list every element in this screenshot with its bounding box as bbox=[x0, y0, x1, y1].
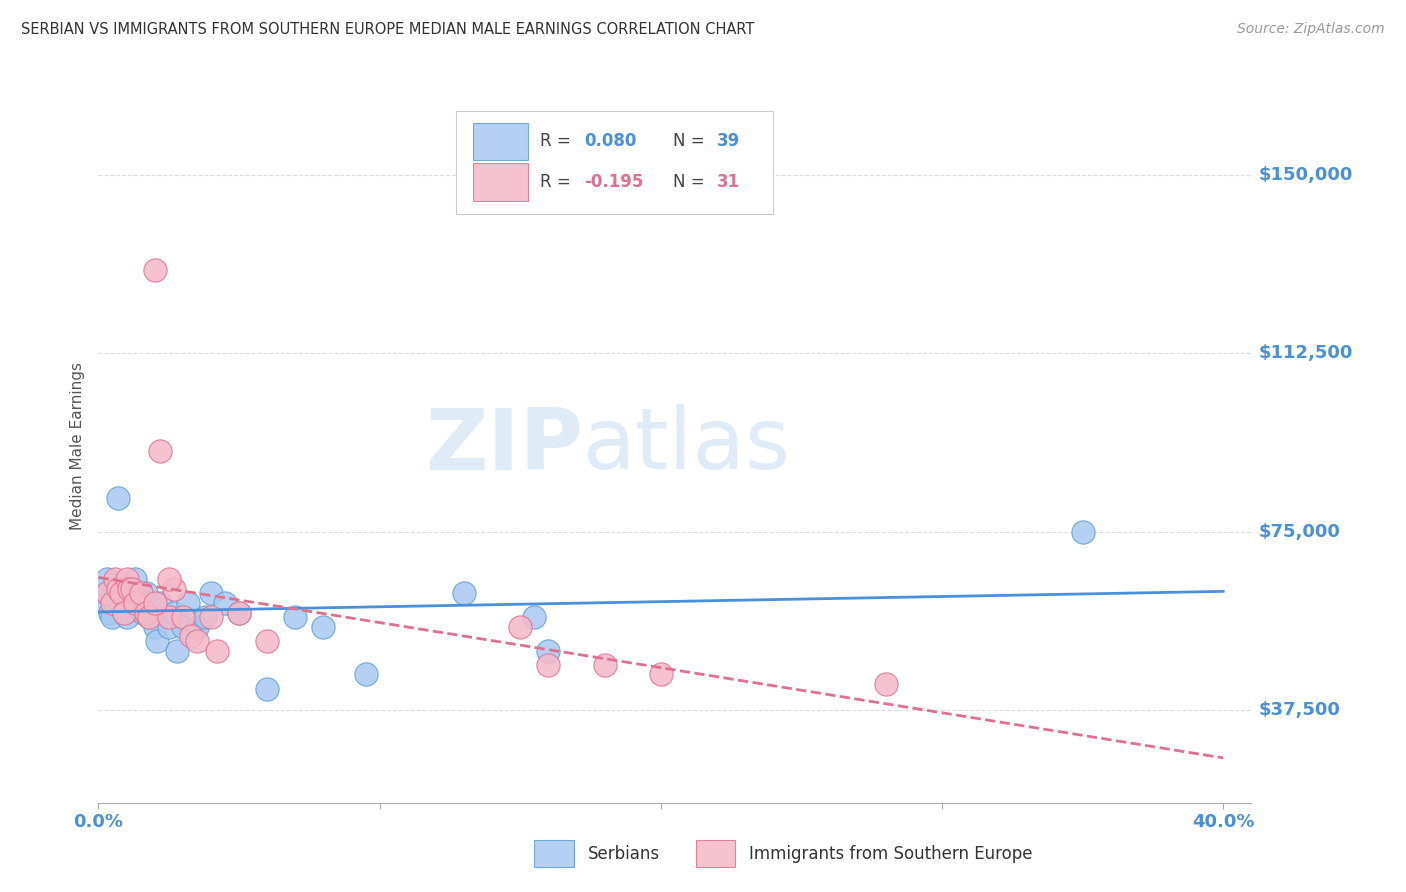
Point bbox=[354, 667, 377, 681]
Point bbox=[104, 572, 127, 586]
Point bbox=[101, 610, 124, 624]
Point bbox=[453, 586, 475, 600]
Point bbox=[124, 596, 146, 610]
Point bbox=[96, 586, 118, 600]
Point bbox=[143, 596, 166, 610]
Text: Serbians: Serbians bbox=[588, 845, 659, 863]
Point bbox=[135, 606, 157, 620]
Text: atlas: atlas bbox=[582, 404, 790, 488]
Point bbox=[149, 443, 172, 458]
Point bbox=[284, 610, 307, 624]
Point bbox=[157, 620, 180, 634]
Point bbox=[118, 586, 141, 600]
Point bbox=[205, 643, 228, 657]
Text: $75,000: $75,000 bbox=[1258, 523, 1340, 541]
Point bbox=[509, 620, 531, 634]
Point bbox=[523, 610, 546, 624]
Point bbox=[537, 657, 560, 672]
Point bbox=[138, 610, 160, 624]
Text: 0.080: 0.080 bbox=[583, 132, 636, 150]
Text: $37,500: $37,500 bbox=[1258, 701, 1340, 719]
Point bbox=[110, 596, 132, 610]
Point bbox=[163, 582, 186, 596]
Point bbox=[875, 677, 897, 691]
Point bbox=[200, 610, 222, 624]
Point bbox=[228, 606, 250, 620]
Text: Immigrants from Southern Europe: Immigrants from Southern Europe bbox=[749, 845, 1033, 863]
Point bbox=[135, 586, 157, 600]
Point bbox=[157, 610, 180, 624]
Point bbox=[124, 572, 146, 586]
Point bbox=[129, 596, 152, 610]
Text: Source: ZipAtlas.com: Source: ZipAtlas.com bbox=[1237, 22, 1385, 37]
Point bbox=[186, 620, 208, 634]
Text: $112,500: $112,500 bbox=[1258, 344, 1353, 362]
Point bbox=[537, 643, 560, 657]
Point bbox=[177, 596, 200, 610]
Text: 31: 31 bbox=[717, 173, 740, 191]
Point bbox=[186, 634, 208, 648]
Point bbox=[143, 620, 166, 634]
FancyBboxPatch shape bbox=[472, 123, 529, 160]
Point bbox=[650, 667, 672, 681]
Point bbox=[121, 596, 143, 610]
Text: R =: R = bbox=[540, 173, 576, 191]
Point bbox=[157, 572, 180, 586]
Text: N =: N = bbox=[672, 173, 710, 191]
Point bbox=[149, 596, 172, 610]
Text: 39: 39 bbox=[717, 132, 740, 150]
Text: $150,000: $150,000 bbox=[1258, 166, 1353, 184]
Point bbox=[312, 620, 335, 634]
FancyBboxPatch shape bbox=[472, 163, 529, 201]
Point bbox=[172, 610, 194, 624]
Text: -0.195: -0.195 bbox=[583, 173, 643, 191]
Point bbox=[112, 606, 135, 620]
Text: SERBIAN VS IMMIGRANTS FROM SOUTHERN EUROPE MEDIAN MALE EARNINGS CORRELATION CHAR: SERBIAN VS IMMIGRANTS FROM SOUTHERN EURO… bbox=[21, 22, 755, 37]
Point bbox=[256, 634, 278, 648]
Point bbox=[129, 586, 152, 600]
Point bbox=[107, 491, 129, 506]
Point bbox=[132, 606, 155, 620]
Point bbox=[593, 657, 616, 672]
Point bbox=[112, 606, 135, 620]
FancyBboxPatch shape bbox=[456, 111, 773, 214]
Point bbox=[93, 596, 115, 610]
Point bbox=[256, 681, 278, 696]
Point bbox=[163, 606, 186, 620]
Point bbox=[110, 586, 132, 600]
Point bbox=[118, 582, 141, 596]
Point bbox=[143, 263, 166, 277]
Point bbox=[115, 610, 138, 624]
Point bbox=[194, 610, 217, 624]
Point bbox=[127, 586, 149, 600]
Point bbox=[172, 620, 194, 634]
Point bbox=[96, 586, 118, 600]
Point bbox=[146, 634, 169, 648]
Point bbox=[121, 582, 143, 596]
Point bbox=[104, 596, 127, 610]
Point bbox=[228, 606, 250, 620]
Point bbox=[200, 586, 222, 600]
Point bbox=[214, 596, 236, 610]
Point bbox=[101, 596, 124, 610]
Text: R =: R = bbox=[540, 132, 576, 150]
Y-axis label: Median Male Earnings: Median Male Earnings bbox=[70, 362, 86, 530]
Text: ZIP: ZIP bbox=[425, 404, 582, 488]
Point bbox=[98, 606, 121, 620]
Point bbox=[166, 643, 188, 657]
Point bbox=[180, 629, 202, 643]
Point bbox=[1071, 524, 1094, 539]
Point bbox=[115, 572, 138, 586]
Point bbox=[107, 582, 129, 596]
Text: N =: N = bbox=[672, 132, 710, 150]
Point bbox=[138, 610, 160, 624]
Point bbox=[96, 572, 118, 586]
